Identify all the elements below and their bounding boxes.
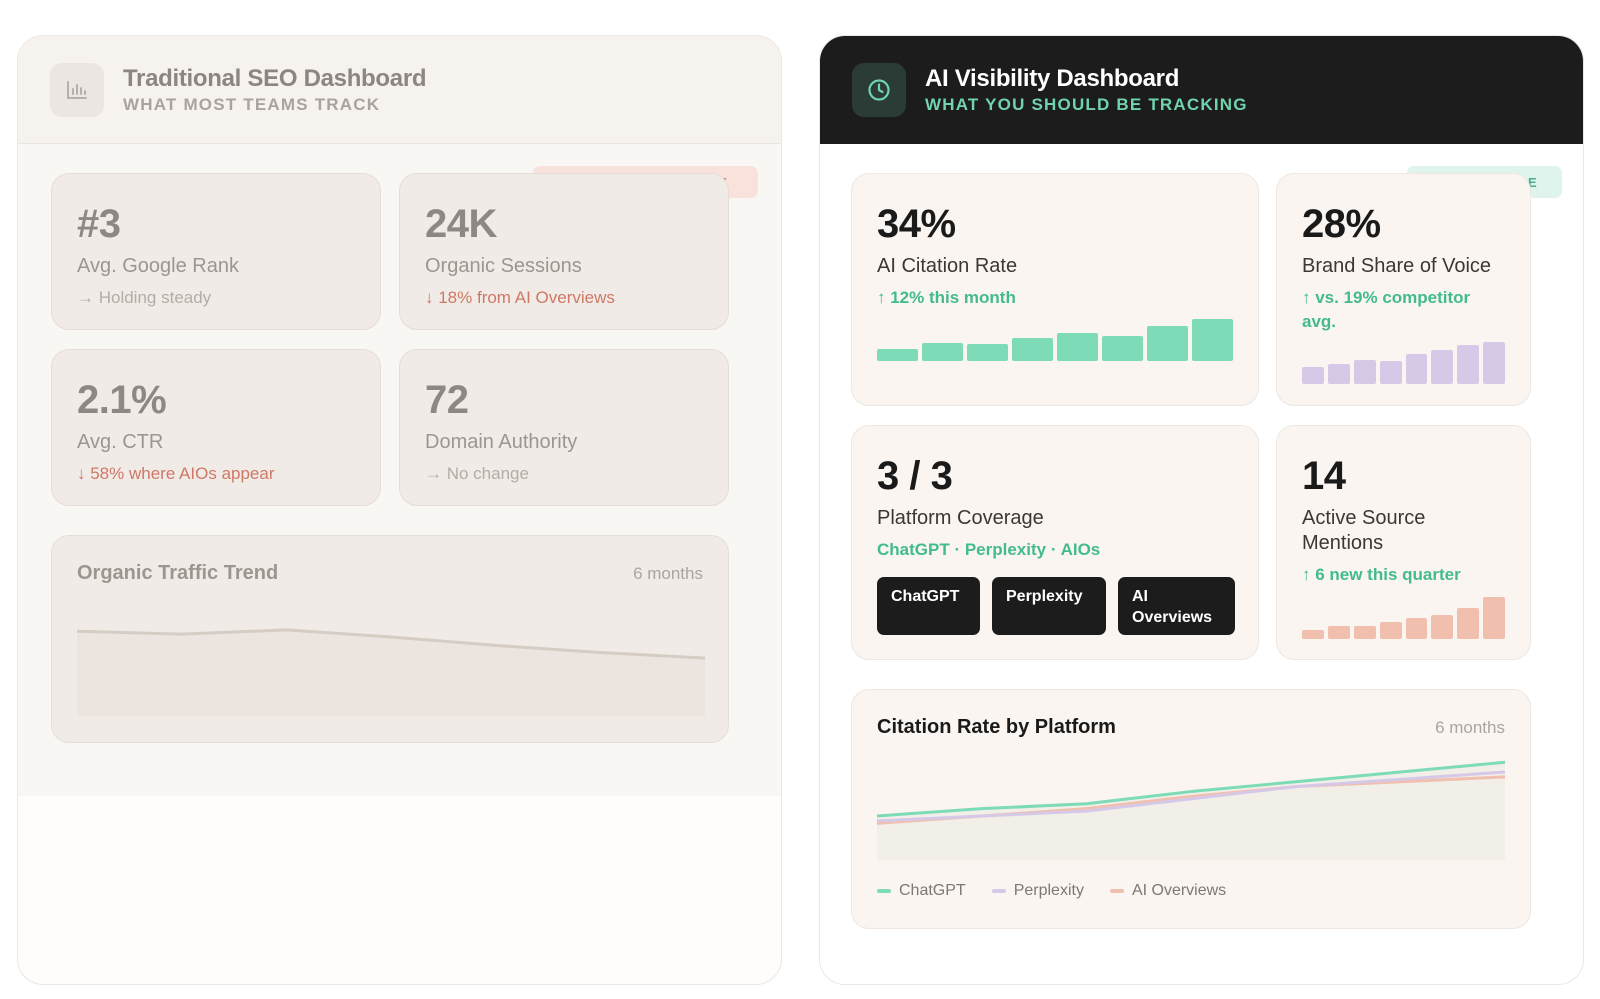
platform-pills: ChatGPT Perplexity AI Overviews: [877, 577, 1235, 635]
chart-area-fill: [877, 762, 1505, 860]
spark-bar: [1102, 335, 1143, 361]
legend-label: AI Overviews: [1131, 882, 1227, 899]
mentions-sparkbars: [1302, 597, 1505, 639]
metric-card-brand-share-of-voice: 28% Brand Share of Voice ↑ vs. 19% compe…: [1276, 173, 1531, 406]
metric-note: ↑ vs. 19% competitor avg.: [1302, 288, 1471, 331]
clock-icon: [852, 63, 906, 117]
spark-bar: [922, 343, 963, 361]
metric-value: #3: [77, 202, 121, 246]
metric-card-domain-authority: 72 Domain Authority → No change: [399, 349, 729, 506]
metric-label: Avg. CTR: [77, 431, 164, 453]
citation-rate-chart: [876, 760, 1506, 860]
chart-area-fill: [77, 629, 705, 716]
spark-bar: [1147, 325, 1188, 361]
legend-label: ChatGPT: [899, 882, 966, 899]
spark-bar: [1327, 363, 1350, 384]
spark-bar: [1405, 618, 1428, 639]
ai-visibility-panel: AI Visibility Dashboard WHAT YOU SHOULD …: [819, 35, 1584, 985]
metric-card-platform-coverage: 3 / 3 Platform Coverage ChatGPT · Perple…: [851, 425, 1259, 660]
organic-traffic-trend-card: Organic Traffic Trend 6 months: [51, 535, 729, 743]
metric-value: 24K: [425, 202, 497, 246]
spark-bar: [1353, 625, 1376, 639]
metric-card-google-rank: #3 Avg. Google Rank → Holding steady: [51, 173, 381, 330]
platform-pill-chatgpt[interactable]: ChatGPT: [877, 577, 980, 635]
spark-bar: [1192, 319, 1233, 361]
traditional-seo-panel: Traditional SEO Dashboard WHAT MOST TEAM…: [17, 35, 782, 985]
metric-value: 34%: [877, 202, 956, 246]
organic-traffic-chart: [76, 628, 706, 716]
metric-label: Brand Share of Voice: [1302, 255, 1492, 277]
metric-value: 2.1%: [77, 378, 167, 422]
spark-bar: [1483, 597, 1505, 639]
metric-note: → No change: [425, 464, 529, 483]
metric-label: Platform Coverage: [877, 507, 1044, 529]
metric-label: Organic Sessions: [425, 255, 582, 277]
metric-label: Avg. Google Rank: [77, 255, 239, 277]
metric-value: 14: [1302, 454, 1346, 498]
series-line-1: [876, 770, 1506, 823]
metric-note: → Holding steady: [77, 288, 212, 307]
legend-item-ai-overviews: AI Overviews: [1109, 882, 1227, 900]
series-line-0: [876, 760, 1506, 818]
spark-bar: [1405, 353, 1428, 384]
chart-title: Citation Rate by Platform: [877, 716, 1116, 738]
spark-bar: [1457, 345, 1480, 384]
spark-bar: [1431, 614, 1454, 639]
metric-card-active-source-mentions: 14 Active Source Mentions ↑ 6 new this q…: [1276, 425, 1531, 660]
legend-swatch: [877, 889, 891, 893]
citation-rate-by-platform-card: Citation Rate by Platform 6 months ChatG…: [851, 689, 1531, 929]
metric-label: AI Citation Rate: [877, 255, 1018, 277]
traditional-seo-header: Traditional SEO Dashboard WHAT MOST TEAM…: [18, 36, 781, 144]
spark-bar: [1327, 626, 1350, 639]
metric-note: ↑ 6 new this quarter: [1302, 565, 1461, 584]
series-line-0: [76, 628, 706, 660]
spark-bar: [1012, 337, 1053, 361]
chart-legend: ChatGPT Perplexity AI Overviews: [877, 882, 1226, 900]
spark-bar: [1302, 629, 1324, 639]
panel-title: AI Visibility Dashboard: [925, 65, 1180, 92]
metric-note: ↓ 58% where AIOs appear: [77, 464, 275, 483]
legend-item-perplexity: Perplexity: [991, 882, 1084, 900]
chart-period: 6 months: [633, 564, 703, 583]
metric-value: 72: [425, 378, 469, 422]
spark-bar: [1483, 342, 1505, 384]
metric-label: Active Source Mentions: [1302, 507, 1426, 554]
spark-bar: [1057, 333, 1098, 361]
panel-subtitle: WHAT MOST TEAMS TRACK: [123, 94, 381, 114]
spark-bar: [1353, 359, 1376, 384]
metric-note: ↓ 18% from AI Overviews: [425, 288, 615, 307]
metric-value: 28%: [1302, 202, 1381, 246]
metric-value: 3 / 3: [877, 454, 953, 498]
legend-swatch: [991, 889, 1006, 893]
spark-bar: [1457, 607, 1480, 639]
metric-card-avg-ctr: 2.1% Avg. CTR ↓ 58% where AIOs appear: [51, 349, 381, 506]
spark-bar: [1379, 361, 1402, 384]
legend-item-chatgpt: ChatGPT: [877, 882, 966, 900]
share-sparkbars: [1302, 342, 1505, 384]
legend-label: Perplexity: [1013, 882, 1084, 899]
spark-bar: [1431, 350, 1454, 384]
spark-bar: [877, 349, 918, 361]
panel-title: Traditional SEO Dashboard: [123, 64, 427, 92]
metric-card-ai-citation-rate: 34% AI Citation Rate ↑ 12% this month: [851, 173, 1259, 406]
spark-bar: [1379, 622, 1402, 639]
metric-note: ↑ 12% this month: [877, 288, 1016, 307]
metric-note: ChatGPT · Perplexity · AIOs: [877, 540, 1101, 559]
panel-subtitle: WHAT YOU SHOULD BE TRACKING: [925, 95, 1248, 114]
metric-card-organic-sessions: 24K Organic Sessions ↓ 18% from AI Overv…: [399, 173, 729, 330]
platform-pill-perplexity[interactable]: Perplexity: [992, 577, 1106, 635]
spark-bar: [1302, 367, 1324, 384]
platform-pill-ai-overviews[interactable]: AI Overviews: [1118, 577, 1235, 635]
bar-chart-icon: [50, 62, 104, 117]
ai-visibility-header: AI Visibility Dashboard WHAT YOU SHOULD …: [820, 36, 1583, 144]
metric-label: Domain Authority: [425, 431, 578, 453]
spark-bar: [967, 344, 1008, 361]
chart-title: Organic Traffic Trend: [77, 562, 279, 584]
citation-sparkbars: [877, 319, 1233, 361]
legend-swatch: [1109, 889, 1124, 893]
chart-period: 6 months: [1435, 718, 1505, 737]
